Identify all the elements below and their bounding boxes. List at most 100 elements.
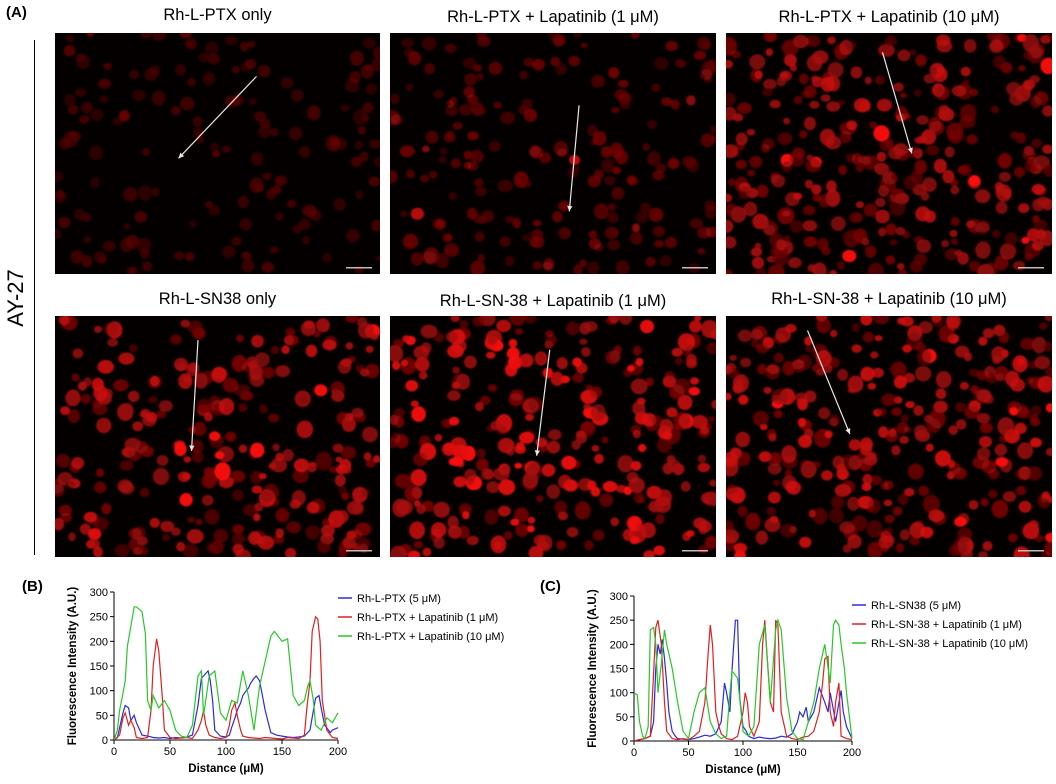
cell [232, 489, 244, 501]
cell [842, 544, 852, 553]
cell [447, 515, 459, 529]
cell [429, 170, 438, 179]
cell [772, 479, 781, 486]
cell [594, 453, 604, 464]
micrograph-cells [55, 33, 380, 274]
cell [498, 479, 516, 496]
cell [1016, 358, 1025, 366]
cell [809, 100, 820, 109]
cell [477, 254, 485, 262]
cell [804, 85, 817, 99]
cell [782, 361, 796, 376]
cell [1039, 322, 1048, 330]
cell [1023, 51, 1033, 60]
cell [804, 116, 816, 131]
cell [373, 455, 380, 463]
cell [651, 83, 661, 92]
cell [444, 443, 457, 453]
cell [510, 518, 520, 526]
cell [978, 336, 988, 346]
cell [519, 70, 528, 80]
cell [1024, 252, 1033, 261]
x-axis-label: Distance (μM) [705, 764, 781, 776]
cell [1018, 65, 1026, 72]
cell [114, 379, 128, 392]
cell [811, 184, 822, 195]
cell [1030, 437, 1041, 448]
cell [972, 455, 990, 469]
cell [222, 145, 231, 153]
cell [330, 381, 345, 397]
cell [496, 319, 511, 333]
cell [247, 41, 256, 48]
cell [474, 178, 484, 188]
cell [1036, 233, 1046, 241]
legend-label-2: Rh-L-SN-38 + Lapatinib (1 μM) [871, 619, 1022, 631]
cell [423, 247, 439, 265]
legend-label-1: Rh-L-SN38 (5 μM) [871, 600, 961, 612]
cell [322, 339, 337, 351]
cell [314, 384, 328, 397]
cell [588, 238, 601, 250]
cell [884, 35, 897, 47]
cell [481, 210, 495, 223]
cell [152, 33, 166, 41]
cell [995, 201, 1008, 214]
cell [879, 177, 897, 193]
cell [253, 513, 261, 522]
cell [476, 33, 487, 40]
measurement-line [806, 330, 851, 435]
cell [950, 238, 959, 245]
cell [334, 510, 349, 524]
cell [611, 186, 625, 200]
cell [581, 421, 594, 434]
cell [250, 442, 265, 458]
cell [142, 147, 150, 157]
cell [90, 177, 100, 189]
cell [303, 320, 315, 329]
cell [204, 412, 213, 422]
cell [737, 505, 748, 517]
cell [479, 395, 491, 405]
cell [238, 444, 248, 453]
cell [956, 419, 967, 430]
cell [152, 467, 170, 485]
cell [88, 145, 104, 160]
cell [241, 251, 252, 261]
cell [1043, 164, 1052, 178]
cell [947, 459, 956, 468]
cell [1031, 240, 1044, 251]
cell [335, 456, 343, 463]
cell [527, 516, 536, 524]
cell [466, 535, 479, 546]
cell [771, 174, 786, 188]
cell [96, 417, 112, 434]
cell [151, 90, 166, 106]
cell [979, 436, 992, 448]
y-tick-label: 200 [90, 636, 108, 648]
cell [935, 371, 952, 389]
cell [808, 509, 816, 518]
cell [914, 424, 928, 439]
cell [431, 522, 447, 538]
cell [897, 493, 909, 506]
micrograph-6 [726, 316, 1052, 557]
cell [439, 148, 448, 155]
cell [55, 484, 65, 497]
cell [420, 443, 434, 457]
cell [847, 534, 862, 549]
cell [561, 455, 577, 470]
cell [850, 66, 863, 79]
cell [94, 481, 107, 494]
cell [237, 195, 249, 209]
cell [140, 33, 152, 39]
cell [411, 406, 426, 422]
image-title-2: Rh-L-PTX + Lapatinib (1 μM) [447, 8, 659, 26]
cell [60, 512, 72, 523]
cell [923, 73, 937, 84]
cell [611, 107, 620, 114]
y-tick-label: 0 [622, 736, 628, 748]
cell [805, 35, 821, 47]
cell [980, 422, 993, 434]
cell [865, 245, 877, 258]
